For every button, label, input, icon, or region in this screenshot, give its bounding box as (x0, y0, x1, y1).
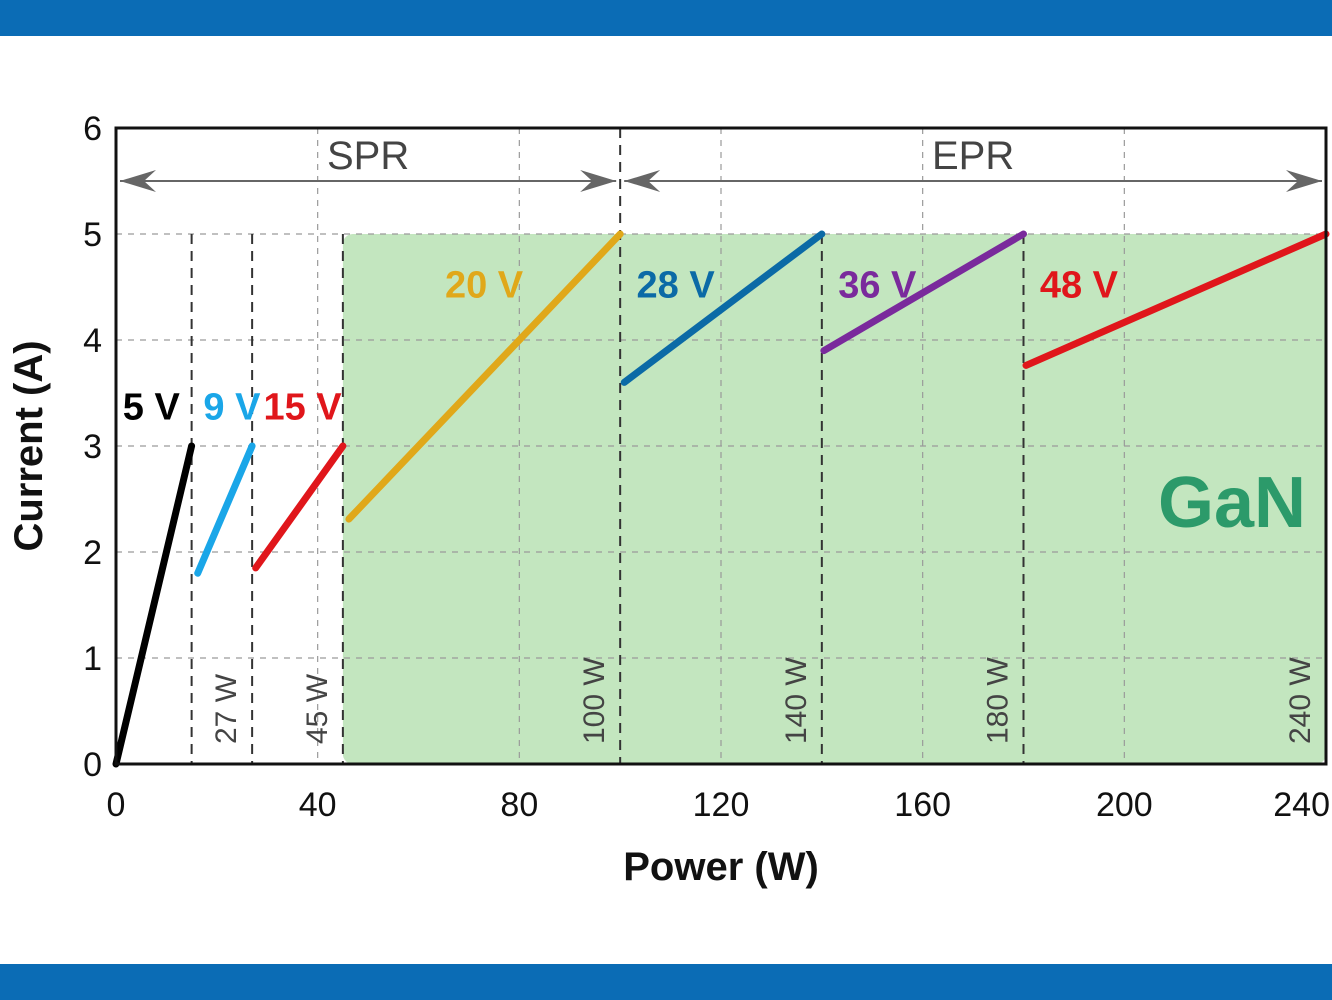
region-arrowhead-right (1286, 170, 1322, 192)
power-limit-label: 27 W (210, 673, 243, 744)
x-tick-label: 80 (500, 786, 538, 824)
series-label: 5 V (123, 387, 181, 429)
gan-label: GaN (1158, 463, 1306, 543)
region-label: EPR (932, 134, 1014, 178)
series-label: 20 V (445, 265, 524, 307)
series-line (1022, 230, 1330, 369)
gan-shaded-region (342, 234, 1326, 764)
power-limit-label: 100 W (578, 657, 611, 744)
top-band (0, 0, 1332, 36)
x-axis-title: Power (W) (623, 845, 819, 889)
series-line (820, 230, 1027, 355)
y-tick-label: 6 (83, 110, 102, 148)
y-tick-label: 0 (83, 746, 102, 784)
y-tick-label: 4 (83, 322, 102, 360)
series-label: 15 V (263, 387, 342, 429)
power-limit-label: 140 W (780, 657, 813, 744)
x-tick-label: 160 (894, 786, 951, 824)
y-tick-label: 3 (83, 428, 102, 466)
series-label: 9 V (203, 387, 261, 429)
series-label: 48 V (1040, 265, 1119, 307)
region-label: SPR (327, 134, 409, 178)
power-limit-label: 45 W (301, 673, 334, 744)
region-arrowhead-right (580, 170, 617, 192)
series-line (112, 442, 196, 768)
x-tick-label: 40 (299, 786, 337, 824)
series-label: 36 V (838, 265, 917, 307)
region-arrowhead-left (120, 170, 156, 192)
y-tick-label: 1 (83, 640, 102, 678)
series-line (345, 230, 624, 523)
y-tick-label: 2 (83, 534, 102, 572)
x-tick-label: 120 (693, 786, 750, 824)
series-label: 28 V (637, 265, 716, 307)
power-limit-label: 240 W (1284, 657, 1317, 744)
y-tick-label: 5 (83, 216, 102, 254)
x-tick-label: 0 (107, 786, 126, 824)
region-arrowhead-left (624, 170, 661, 192)
bottom-band (0, 964, 1332, 1000)
power-limit-label: 180 W (982, 657, 1015, 744)
x-tick-label: 200 (1096, 786, 1153, 824)
series-line (252, 442, 347, 572)
plot-frame (114, 126, 1328, 766)
x-tick-label: 240 (1273, 786, 1330, 824)
y-axis-title: Current (A) (7, 340, 51, 551)
series-line (620, 230, 826, 386)
series-line (194, 442, 256, 577)
